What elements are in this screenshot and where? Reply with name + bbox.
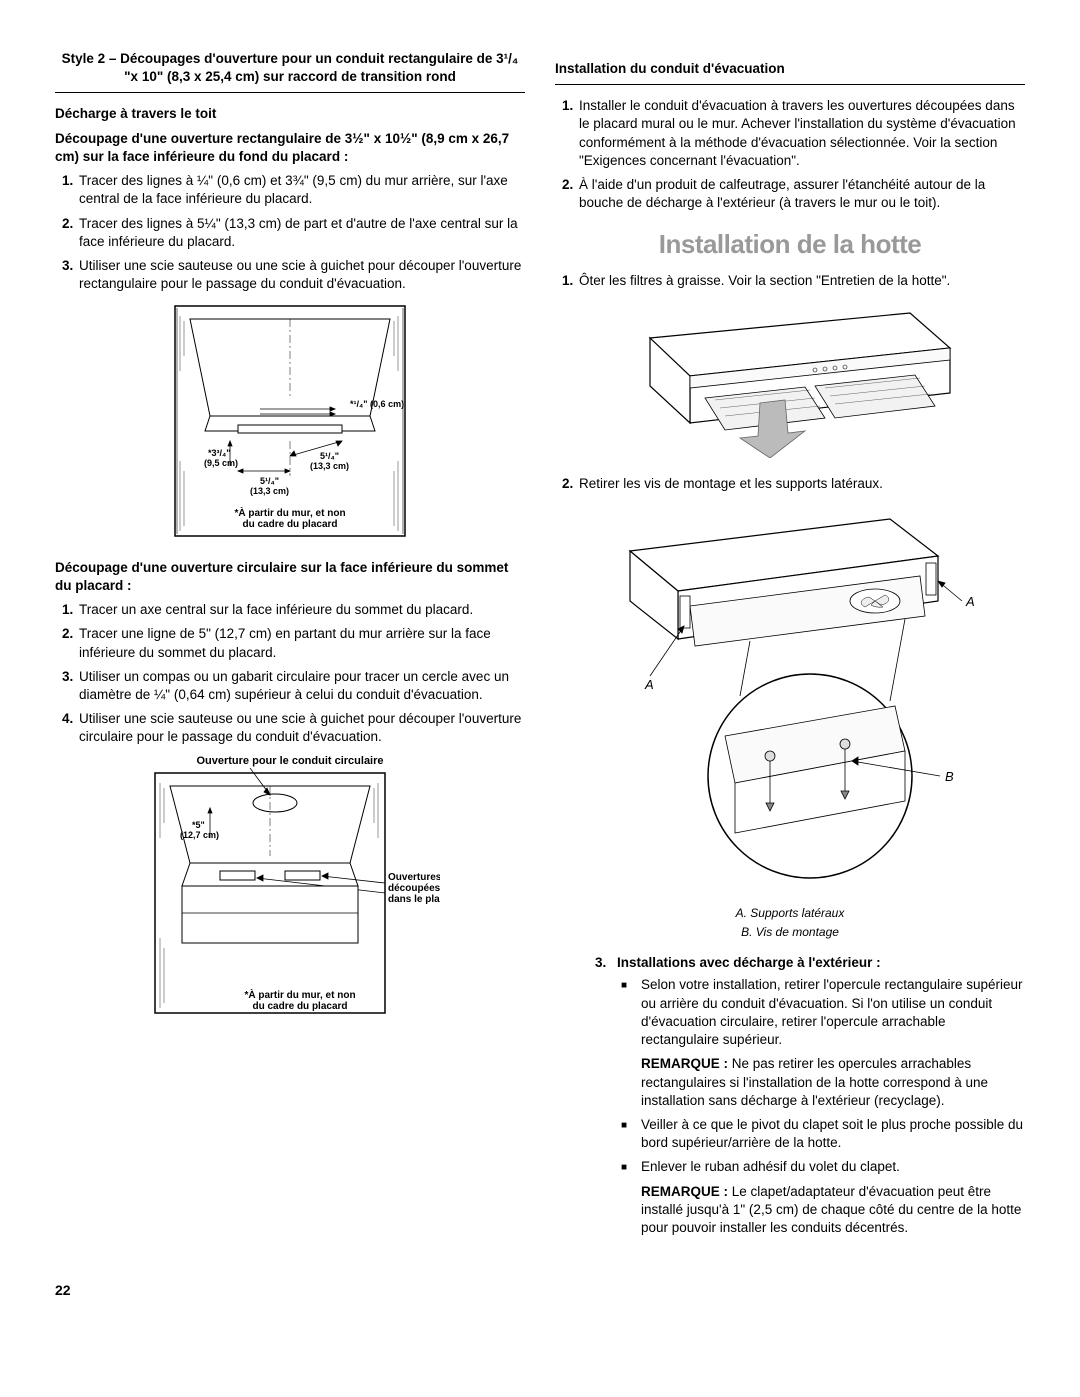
figure-hood-filters [555,298,1025,463]
conduit-steps: Installer le conduit d'évacuation à trav… [555,97,1025,212]
svg-text:Ouverturesdécoupéesdans le pla: Ouverturesdécoupéesdans le placard [388,872,440,905]
step: Retirer les vis de montage et les suppor… [577,475,1025,493]
figure-circ-cutout: Ouverture pour le conduit circulaire [55,755,525,1033]
step: À l'aide d'un produit de calfeutrage, as… [577,176,1025,212]
rect-cut-steps: Tracer des lignes à ¼" (0,6 cm) et 3¾" (… [55,172,525,293]
figure-rect-cutout: *¹/₄" (0,6 cm) *3³/₄"(9,5 cm) 5¹/₄"(13,3… [55,301,525,546]
bold-rect-cut: Découpage d'une ouverture rectangulaire … [55,130,525,166]
svg-text:5¹/₄"(13,3 cm): 5¹/₄"(13,3 cm) [310,451,349,471]
style-box: Style 2 – Découpages d'ouverture pour un… [55,50,525,93]
bold-circ-cut: Découpage d'une ouverture circulaire sur… [55,559,525,595]
remark-lead: REMARQUE : [641,1184,728,1199]
step: Installations avec décharge à l'extérieu… [595,954,1025,1237]
fig2-title: Ouverture pour le conduit circulaire [55,755,525,768]
label-a1: A [644,677,654,692]
svg-text:*3³/₄"(9,5 cm): *3³/₄"(9,5 cm) [204,448,238,468]
exterior-bullets: Selon votre installation, retirer l'oper… [617,976,1025,1237]
subheading-install-conduit: Installation du conduit d'évacuation [555,60,1025,78]
step: Installer le conduit d'évacuation à trav… [577,97,1025,170]
figure-hood-brackets: A A B [555,501,1025,940]
step3-lead: Installations avec décharge à l'extérieu… [617,955,881,970]
bullet: Enlever le ruban adhésif du volet du cla… [637,1158,1025,1237]
step: Tracer un axe central sur la face inféri… [77,601,525,619]
right-column: Installation du conduit d'évacuation Ins… [555,50,1025,1251]
svg-text:*À partir du mur, et nondu cad: *À partir du mur, et nondu cadre du plac… [234,506,345,530]
step: Tracer une ligne de 5" (12,7 cm) en part… [77,625,525,661]
step: Utiliser un compas ou un gabarit circula… [77,668,525,704]
bullet: Veiller à ce que le pivot du clapet soit… [637,1116,1025,1152]
hotte-steps-cont: Retirer les vis de montage et les suppor… [555,475,1025,493]
bullet: Selon votre installation, retirer l'oper… [637,976,1025,1110]
fig-caption-a: A. Supports latéraux [555,906,1025,922]
label-b: B [945,769,954,784]
svg-text:*À partir du mur, et nondu cad: *À partir du mur, et nondu cadre du plac… [244,988,355,1012]
page-number: 22 [55,1281,1025,1300]
step: Utiliser une scie sauteuse ou une scie à… [77,710,525,746]
hotte-steps-3: Installations avec décharge à l'extérieu… [555,954,1025,1237]
step: Ôter les filtres à graisse. Voir la sect… [577,272,1025,290]
step: Tracer des lignes à 5¼" (13,3 cm) de par… [77,215,525,251]
remark-lead: REMARQUE : [641,1056,728,1071]
circ-cut-steps: Tracer un axe central sur la face inféri… [55,601,525,747]
subheading-decharge: Décharge à travers le toit [55,105,525,123]
step: Tracer des lignes à ¼" (0,6 cm) et 3¾" (… [77,172,525,208]
step: Utiliser une scie sauteuse ou une scie à… [77,257,525,293]
section-title-install-hotte: Installation de la hotte [555,227,1025,262]
hotte-steps: Ôter les filtres à graisse. Voir la sect… [555,272,1025,290]
svg-text:5¹/₄"(13,3 cm): 5¹/₄"(13,3 cm) [250,476,289,496]
dim-quarter: *¹/₄" (0,6 cm) [350,399,404,409]
label-a2: A [965,594,975,609]
left-column: Style 2 – Découpages d'ouverture pour un… [55,50,525,1251]
fig-caption-b: B. Vis de montage [555,925,1025,941]
